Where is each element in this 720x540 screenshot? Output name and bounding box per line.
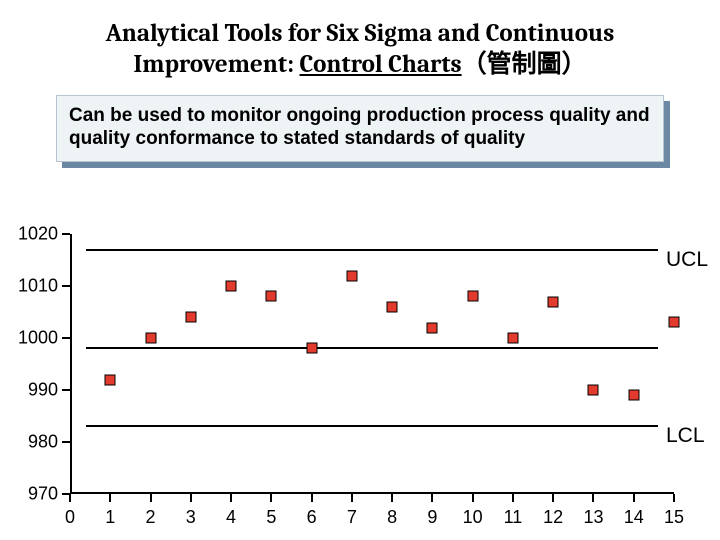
x-tick (512, 494, 514, 502)
x-axis (70, 492, 674, 494)
data-point (507, 333, 518, 344)
control-chart: 9709809901000101010200123456789101112131… (0, 234, 720, 528)
data-point (226, 281, 237, 292)
y-tick (62, 337, 70, 339)
y-tick (62, 441, 70, 443)
plot-area (70, 234, 674, 494)
x-tick (552, 494, 554, 502)
x-tick (391, 494, 393, 502)
y-tick-label: 1000 (0, 328, 58, 349)
y-tick-label: 970 (0, 484, 58, 505)
page-title: Analytical Tools for Six Sigma and Conti… (0, 0, 720, 89)
x-tick (592, 494, 594, 502)
title-underlined: Control Charts (300, 50, 462, 79)
x-tick (633, 494, 635, 502)
x-tick-label: 9 (427, 507, 437, 528)
x-tick-label: 11 (504, 507, 523, 528)
x-tick-label: 1 (105, 507, 115, 528)
data-point (306, 343, 317, 354)
data-point (185, 312, 196, 323)
y-axis (70, 234, 72, 494)
ucl-label: UCL (666, 248, 708, 272)
x-tick (69, 494, 71, 502)
y-tick-label: 1010 (0, 276, 58, 297)
y-tick (62, 233, 70, 235)
ucl-line (86, 249, 658, 251)
x-tick-label: 8 (387, 507, 397, 528)
data-point (266, 291, 277, 302)
x-tick (472, 494, 474, 502)
x-tick (190, 494, 192, 502)
x-tick-label: 10 (463, 507, 483, 528)
x-tick-label: 0 (65, 507, 75, 528)
data-point (387, 301, 398, 312)
data-point (669, 317, 680, 328)
y-tick (62, 285, 70, 287)
y-tick-label: 990 (0, 380, 58, 401)
data-point (145, 333, 156, 344)
x-tick (351, 494, 353, 502)
data-point (427, 322, 438, 333)
x-tick-label: 4 (226, 507, 236, 528)
x-tick-label: 15 (664, 507, 684, 528)
x-tick (150, 494, 152, 502)
x-tick-label: 3 (186, 507, 196, 528)
info-box: Can be used to monitor ongoing productio… (56, 95, 664, 163)
x-tick-label: 12 (543, 507, 563, 528)
x-tick (673, 494, 675, 502)
x-tick-label: 2 (146, 507, 156, 528)
x-tick (109, 494, 111, 502)
x-tick-label: 14 (624, 507, 644, 528)
y-tick-label: 1020 (0, 224, 58, 245)
x-tick (230, 494, 232, 502)
x-tick (270, 494, 272, 502)
x-tick-label: 7 (347, 507, 357, 528)
info-box-content: Can be used to monitor ongoing productio… (56, 95, 664, 163)
data-point (346, 270, 357, 281)
x-tick-label: 6 (307, 507, 317, 528)
data-point (588, 385, 599, 396)
y-tick (62, 389, 70, 391)
data-point (467, 291, 478, 302)
x-tick (431, 494, 433, 502)
lcl-label: LCL (666, 424, 705, 448)
x-tick-label: 13 (583, 507, 603, 528)
data-point (105, 374, 116, 385)
y-tick-label: 980 (0, 432, 58, 453)
title-suffix: （管制圖） (462, 50, 587, 79)
x-tick-label: 5 (266, 507, 276, 528)
data-point (628, 390, 639, 401)
data-point (548, 296, 559, 307)
x-tick (311, 494, 313, 502)
center-line (86, 347, 658, 349)
lcl-line (86, 425, 658, 427)
